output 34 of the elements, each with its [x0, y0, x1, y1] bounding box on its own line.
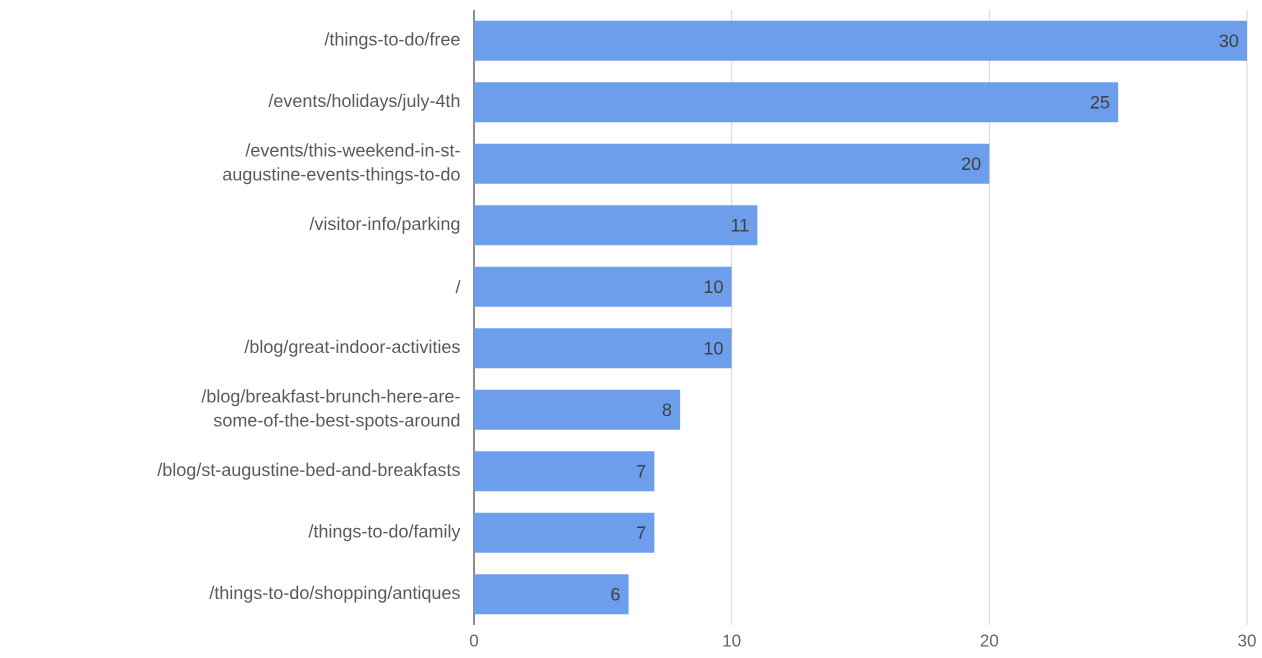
- y-tick-label: /blog/breakfast-brunch-here-are-some-of-the-best-spots-around: [201, 389, 460, 431]
- bar: [474, 82, 1119, 123]
- data-label: 6: [611, 587, 620, 601]
- bar: [474, 451, 655, 492]
- data-label: 10: [704, 280, 723, 294]
- y-tick-label: /things-to-do/family: [308, 524, 461, 542]
- bar: [474, 143, 990, 184]
- y-tick-label: /things-to-do/shopping/antiques: [209, 585, 460, 603]
- data-label: 7: [637, 465, 646, 478]
- x-tick-label: 20: [980, 634, 999, 647]
- data-label: 30: [1219, 34, 1239, 48]
- data-label: 7: [637, 526, 646, 539]
- y-tick-label: /: [455, 280, 461, 294]
- data-label: 8: [662, 403, 672, 417]
- y-tick-label: /things-to-do/free: [324, 32, 460, 50]
- data-label: 20: [962, 157, 981, 171]
- x-tick-label: 0: [469, 634, 479, 647]
- bar: [474, 512, 655, 553]
- y-tick-label: /blog/st-augustine-bed-and-breakfasts: [157, 462, 460, 480]
- bar: [474, 205, 758, 246]
- y-tick-label: /blog/great-indoor-activities: [244, 339, 460, 357]
- y-tick-label: /events/holidays/july-4th: [268, 93, 460, 111]
- x-tick-label: 30: [1238, 634, 1256, 647]
- bar: [474, 328, 732, 369]
- x-tick-label: 10: [723, 634, 741, 647]
- data-label: 10: [704, 341, 723, 355]
- bar: [474, 389, 681, 430]
- bar: [474, 266, 732, 307]
- data-label: 11: [731, 219, 749, 232]
- data-label: 25: [1090, 95, 1110, 109]
- bar: [474, 574, 629, 615]
- y-tick-label: /visitor-info/parking: [309, 216, 460, 234]
- y-tick-label: /events/this-weekend-in-st-augustine-events-things-to-do: [223, 143, 460, 185]
- bar: [474, 20, 1248, 61]
